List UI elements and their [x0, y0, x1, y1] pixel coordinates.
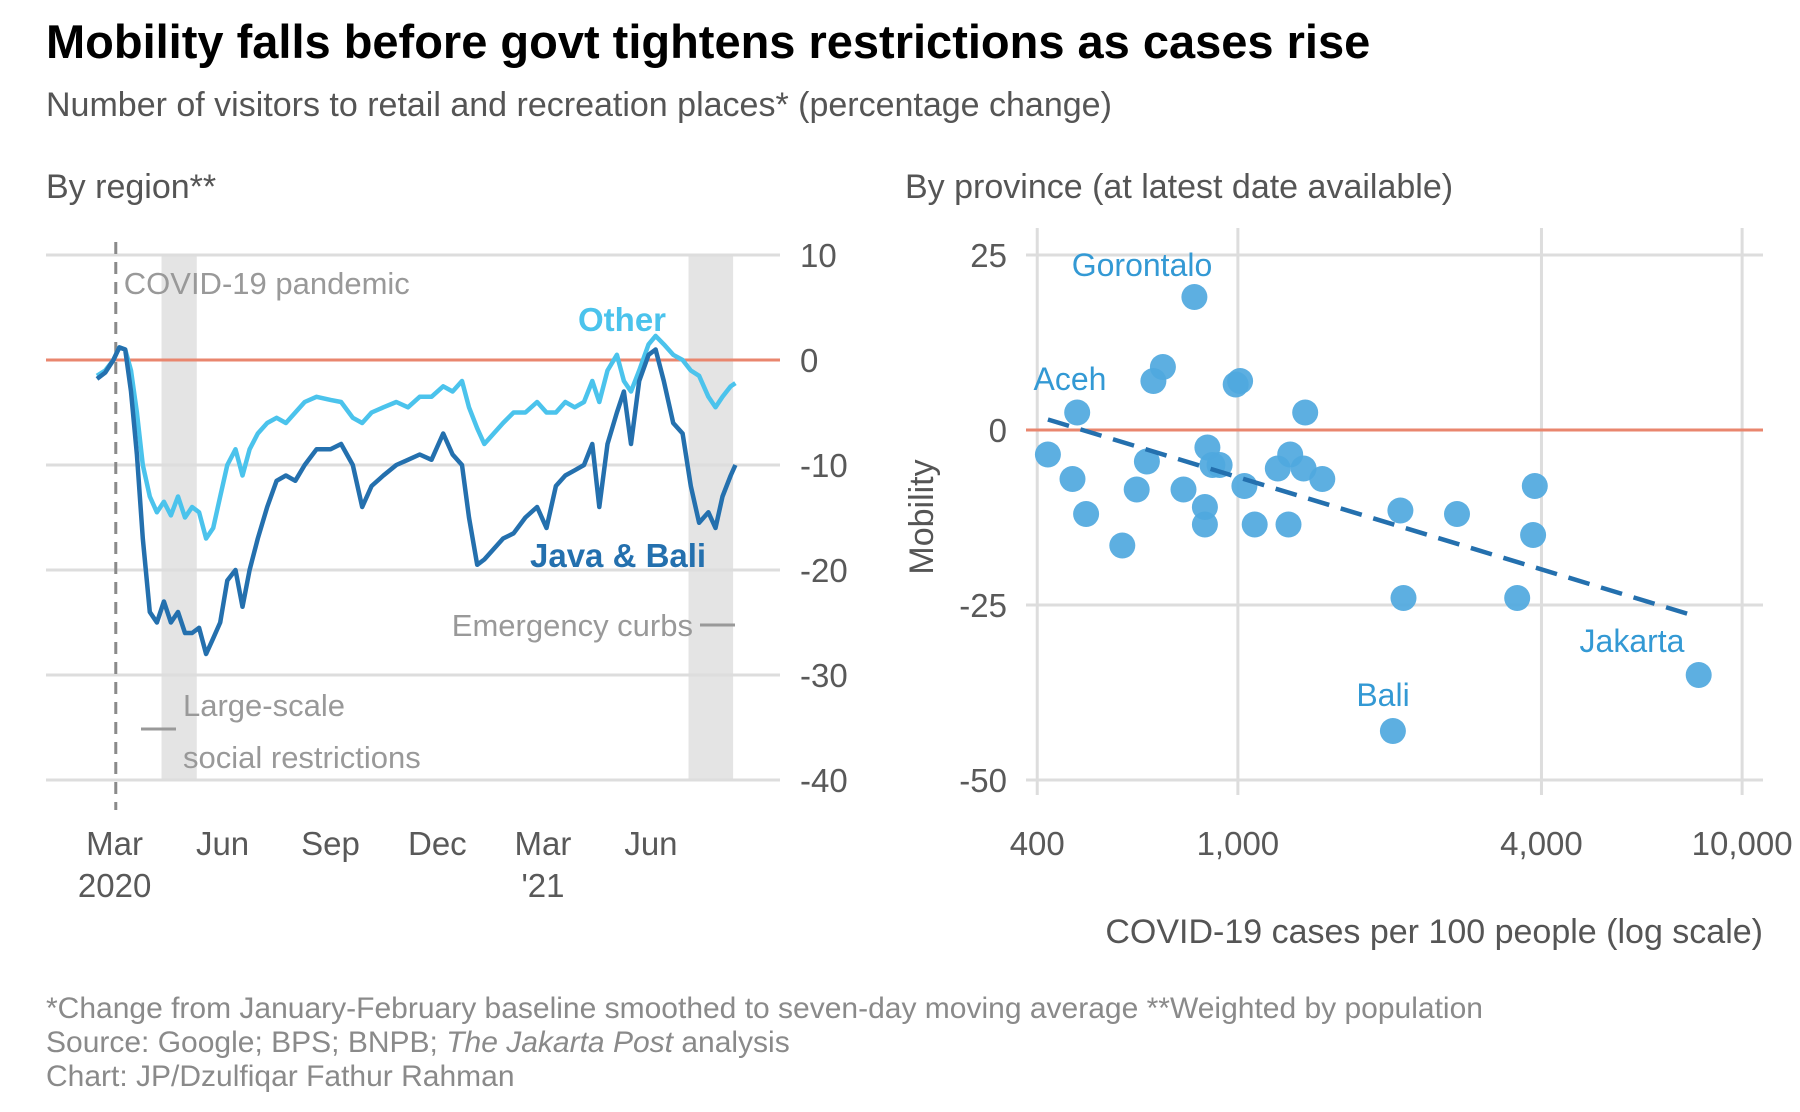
pandemic-annotation: COVID-19 pandemic — [124, 266, 410, 301]
footnote: *Change from January-February baseline s… — [46, 992, 1483, 1025]
large-scale-restrictions-shade — [161, 255, 197, 780]
scatter-point — [1191, 494, 1218, 520]
source-prefix: Source: Google; BPS; BNPB; — [46, 1026, 447, 1059]
x-axis-title: COVID-19 cases per 100 people (log scale… — [1105, 913, 1763, 951]
emergency-curbs-annotation: Emergency curbs — [452, 608, 693, 643]
scatter-point — [1504, 585, 1531, 611]
scatter-point — [1241, 511, 1268, 538]
series-label-other: Other — [578, 301, 666, 338]
y-axis-title: Mobility — [903, 459, 941, 574]
series-line-java-bali — [95, 345, 738, 657]
scatter-point — [1059, 466, 1086, 492]
series-line-other — [95, 333, 737, 541]
scatter-point — [1133, 448, 1160, 475]
label-bali: Bali — [1356, 677, 1409, 713]
scatter-point — [1181, 284, 1208, 310]
scatter-point — [1275, 511, 1302, 538]
y-tick-label: -40 — [800, 762, 848, 799]
x-tick-label: 400 — [1010, 825, 1065, 862]
y-tick-label: -25 — [959, 587, 1007, 624]
scatter-point — [1685, 662, 1712, 688]
x-tick-label: Jun — [196, 825, 249, 862]
series-label-java-bali: Java & Bali — [530, 537, 706, 574]
scatter-point — [1390, 585, 1417, 611]
label-jakarta: Jakarta — [1580, 623, 1685, 659]
scatter-point — [1149, 354, 1176, 380]
large-scale-restrictions-annotation: Large-scale — [183, 688, 345, 723]
x-tick-label: Dec — [408, 825, 467, 862]
scatter-point — [1109, 532, 1136, 559]
scatter-point — [1073, 501, 1100, 527]
scatter-point — [1444, 501, 1470, 527]
scatter-point — [1309, 466, 1336, 492]
scatter-point — [1379, 718, 1406, 744]
chart-subtitle: Number of visitors to retail and recreat… — [46, 86, 1112, 124]
scatter-point — [1520, 522, 1547, 548]
y-tick-label: -20 — [800, 552, 848, 589]
scatter-point — [1170, 476, 1197, 503]
y-tick-label: -10 — [800, 447, 848, 484]
x-tick-label: Mar — [515, 825, 572, 862]
x-tick-label: 4,000 — [1500, 825, 1583, 862]
x-tick-label: 10,000 — [1692, 825, 1793, 862]
large-scale-restrictions-annotation: social restrictions — [183, 740, 421, 775]
scatter-point — [1034, 441, 1061, 468]
chart-title: Mobility falls before govt tightens rest… — [46, 15, 1371, 68]
scatter-point — [1064, 399, 1091, 426]
region-panel-heading: By region** — [46, 168, 217, 206]
y-tick-label: -50 — [959, 762, 1007, 799]
label-aceh: Aceh — [1034, 361, 1107, 397]
scatter-point — [1387, 497, 1414, 524]
x-tick-label: 2020 — [78, 867, 151, 904]
y-tick-label: 0 — [989, 412, 1007, 449]
source-publication: The Jakarta Post — [446, 1026, 673, 1059]
y-tick-label: 10 — [800, 237, 837, 274]
chart-credit: Chart: JP/Dzulfiqar Fathur Rahman — [46, 1060, 515, 1093]
y-tick-label: 0 — [800, 342, 818, 379]
x-tick-label: '21 — [521, 867, 564, 904]
scatter-point — [1227, 368, 1254, 394]
x-tick-label: 1,000 — [1197, 825, 1280, 862]
scatter-point — [1292, 399, 1319, 426]
source-line: Source: Google; BPS; BNPB; The Jakarta P… — [46, 1026, 790, 1059]
scatter-point — [1521, 473, 1548, 499]
x-tick-label: Jun — [624, 825, 677, 862]
x-tick-label: Sep — [301, 825, 360, 862]
scatter-point — [1123, 476, 1150, 503]
y-tick-label: 25 — [970, 237, 1007, 274]
trend-line — [1047, 417, 1694, 618]
label-gorontalo: Gorontalo — [1072, 247, 1213, 283]
province-panel-heading: By province (at latest date available) — [905, 168, 1454, 206]
source-suffix: analysis — [672, 1026, 790, 1059]
region-line-chart: 10 0 -10 -20 -30 -40 COVID-19 pandemic Mar 2020 J… — [46, 237, 848, 904]
y-tick-label: -30 — [800, 657, 848, 694]
x-tick-label: Mar — [86, 825, 143, 862]
